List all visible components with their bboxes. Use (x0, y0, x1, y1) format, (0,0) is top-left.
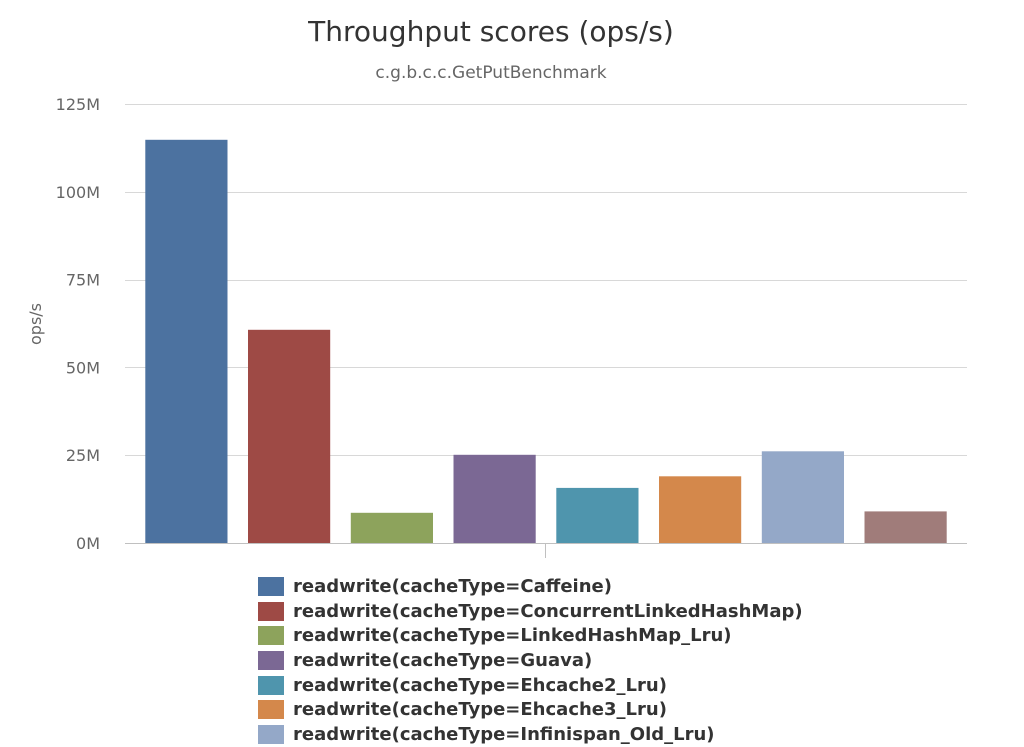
legend-swatch (258, 700, 284, 720)
bar (556, 487, 639, 543)
legend-item[interactable]: readwrite(cacheType=Guava) (258, 648, 803, 673)
legend-swatch (258, 601, 284, 621)
legend-label: readwrite(cacheType=Infinispan_Old_Lru) (293, 723, 715, 745)
bar (761, 451, 844, 543)
bar (453, 454, 536, 543)
legend-item[interactable]: readwrite(cacheType=ConcurrentLinkedHash… (258, 599, 803, 624)
legend-item[interactable]: readwrite(cacheType=Ehcache2_Lru) (258, 673, 803, 698)
legend-swatch (258, 650, 284, 670)
legend-item[interactable]: readwrite(cacheType=Infinispan_Old_Lru) (258, 722, 803, 747)
legend-swatch (258, 576, 284, 596)
bar (659, 476, 742, 543)
chart-canvas: Throughput scores (ops/s) c.g.b.c.c.GetP… (26, 15, 967, 558)
bar (350, 512, 433, 543)
y-axis-ticks: 0M 25M 50M 75M 100M 125M (56, 95, 100, 553)
chart-title: Throughput scores (ops/s) (307, 15, 674, 48)
legend-label: readwrite(cacheType=Ehcache3_Lru) (293, 699, 667, 721)
legend: readwrite(cacheType=Caffeine) readwrite(c… (258, 574, 803, 747)
bar (145, 139, 228, 544)
bar (248, 329, 331, 543)
y-tick-label: 50M (66, 358, 100, 377)
legend-item[interactable]: readwrite(cacheType=Ehcache3_Lru) (258, 697, 803, 722)
legend-swatch (258, 626, 284, 646)
legend-item[interactable]: readwrite(cacheType=LinkedHashMap_Lru) (258, 623, 803, 648)
legend-label: readwrite(cacheType=Guava) (293, 649, 593, 671)
legend-label: readwrite(cacheType=ConcurrentLinkedHash… (293, 600, 803, 622)
y-tick-label: 0M (76, 534, 100, 553)
bars (145, 139, 947, 544)
y-tick-label: 100M (56, 183, 100, 202)
legend-label: readwrite(cacheType=Ehcache2_Lru) (293, 674, 667, 696)
y-tick-label: 75M (66, 271, 100, 290)
chart-subtitle: c.g.b.c.c.GetPutBenchmark (375, 63, 606, 83)
legend-item[interactable]: readwrite(cacheType=Caffeine) (258, 574, 803, 599)
legend-label: readwrite(cacheType=LinkedHashMap_Lru) (293, 625, 732, 647)
bar (864, 511, 947, 543)
y-axis-label: ops/s (26, 303, 45, 345)
legend-swatch (258, 675, 284, 695)
legend-label: readwrite(cacheType=Caffeine) (293, 575, 612, 597)
y-tick-label: 125M (56, 95, 100, 114)
y-tick-label: 25M (66, 446, 100, 465)
legend-swatch (258, 724, 284, 744)
